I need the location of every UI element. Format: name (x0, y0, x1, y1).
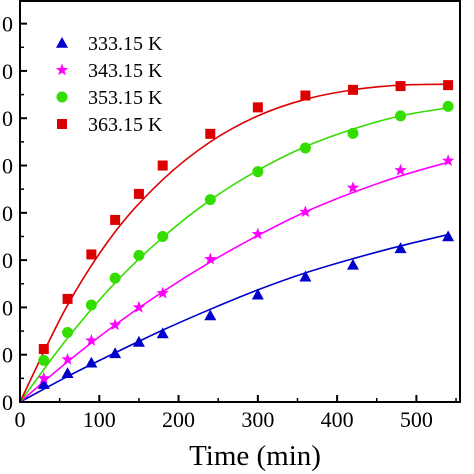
legend-label: 333.15 K (88, 33, 163, 55)
star-marker (61, 352, 74, 365)
plot-frame (19, 0, 461, 403)
circle-marker (299, 142, 311, 154)
star-marker (346, 181, 360, 194)
square-marker (347, 84, 358, 95)
x-tick-label: 100 (83, 407, 116, 432)
legend-label: 363.15 K (88, 114, 163, 136)
triangle-marker (346, 258, 359, 270)
circle-marker (38, 354, 50, 366)
square-marker (443, 80, 454, 91)
y-tick-label: 0 (2, 390, 13, 415)
x-tick-label: 500 (400, 407, 433, 432)
triangle-marker (204, 309, 217, 321)
x-tick-label: 400 (321, 407, 354, 432)
x-tick-label: 0 (15, 407, 26, 432)
square-marker (62, 293, 73, 304)
star-marker (299, 205, 312, 218)
star-marker (132, 300, 146, 313)
y-tick-label: 0 (2, 154, 13, 179)
circle-marker (157, 230, 169, 242)
triangle-marker (299, 270, 312, 282)
y-axis: 0 0 0 0 0 0 0 0 0 (2, 0, 27, 415)
square-marker (205, 128, 216, 139)
legend-square-marker (57, 119, 67, 129)
triangle-marker (61, 367, 74, 378)
star-marker (394, 163, 407, 176)
series-4-points (38, 80, 454, 355)
y-tick-label: 0 (2, 343, 13, 368)
y-tick-label: 0 (2, 106, 13, 131)
fit-line-series-2 (19, 161, 449, 403)
triangle-marker (251, 288, 264, 300)
x-axis-title: Time (min) (189, 440, 321, 472)
square-marker (157, 160, 168, 171)
series-3-points (38, 100, 454, 366)
circle-marker (85, 299, 97, 311)
triangle-marker (132, 335, 145, 347)
legend-label: 353.15 K (88, 87, 163, 109)
plot-border (19, 0, 461, 403)
legend-star-marker (55, 63, 69, 76)
circle-marker (442, 100, 454, 112)
series-2-points (37, 154, 455, 384)
square-marker (300, 90, 311, 101)
star-marker (441, 154, 455, 167)
legend-triangle-marker (56, 37, 68, 48)
y-tick-label: 0 (2, 59, 13, 84)
triangle-marker (442, 230, 455, 242)
circle-marker (62, 326, 74, 338)
star-marker (156, 286, 169, 299)
triangle-marker (156, 327, 169, 339)
star-marker (85, 334, 98, 346)
circle-marker (252, 166, 264, 178)
y-tick-label: 0 (2, 248, 13, 273)
legend-circle-marker (56, 91, 68, 103)
series-1-points (37, 230, 455, 389)
circle-marker (109, 272, 121, 284)
x-tick-label: 200 (162, 407, 195, 432)
square-marker (252, 102, 263, 113)
x-tick-label: 300 (241, 407, 274, 432)
square-marker (38, 344, 49, 355)
legend-label: 343.15 K (88, 60, 163, 82)
triangle-marker (85, 356, 98, 368)
circle-marker (133, 249, 145, 261)
x-axis: 0 100 200 300 400 500 (15, 395, 457, 432)
data-markers (37, 80, 455, 389)
circle-marker (395, 110, 407, 122)
square-marker (86, 249, 97, 260)
triangle-marker (394, 242, 407, 254)
square-marker (110, 214, 121, 225)
circle-marker (204, 194, 216, 206)
star-marker (204, 252, 217, 265)
star-marker (108, 318, 122, 331)
star-marker (251, 227, 265, 240)
star-marker (37, 371, 50, 384)
fit-line-series-4 (19, 83, 449, 403)
fit-lines (19, 83, 449, 403)
fit-line-series-3 (19, 107, 449, 403)
legend: 333.15 K 343.15 K 353.15 K 363.15 K (55, 33, 163, 136)
y-tick-label: 0 (2, 12, 13, 37)
square-marker (395, 81, 406, 92)
y-tick-label: 0 (2, 295, 13, 320)
square-marker (133, 188, 144, 199)
circle-marker (347, 127, 359, 139)
y-tick-label: 0 (2, 201, 13, 226)
triangle-marker (37, 378, 50, 389)
triangle-marker (109, 347, 122, 359)
